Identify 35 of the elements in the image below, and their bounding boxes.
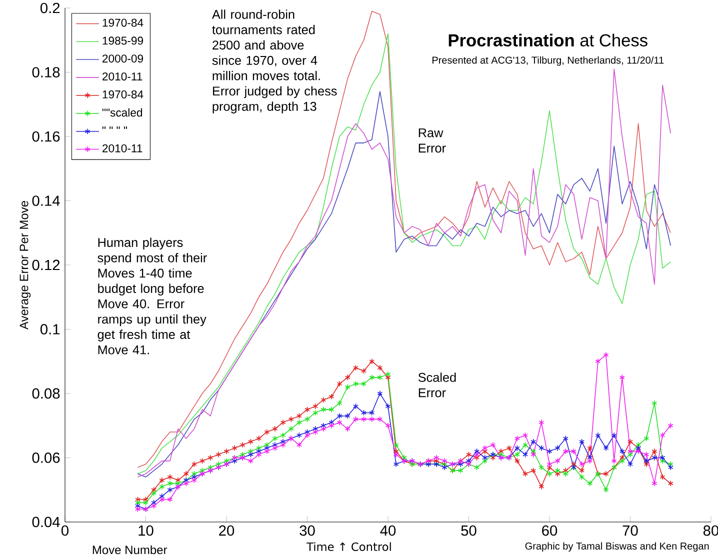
annotation: All round-robin tournaments rated 2500 and above since 1970, over 4 million moves total. Error judged by chess program, depth 13: [212, 10, 337, 114]
legend-label: 1985-99: [102, 36, 144, 45]
text: Procrastination at Chess: [448, 34, 648, 46]
legend-label: 2010-11: [102, 144, 142, 152]
y-tick-label: 0.08: [32, 388, 60, 399]
text: Presented at ACG'13, Tilburg, Netherlands, 11/20/11: [432, 56, 664, 66]
y-axis-title: Average Error Per Move: [20, 200, 31, 330]
annotation: Scaled Error: [418, 372, 456, 398]
annotation: Raw Error: [418, 128, 446, 153]
y-tick-label: 0.12: [32, 260, 60, 270]
legend-label: 1970-84: [102, 90, 144, 98]
y-tick-label: 0.16: [32, 131, 60, 142]
x-tick-label: 50: [461, 525, 476, 536]
legend-label: ""scaled: [102, 108, 142, 117]
x-axis-title: Move Number: [92, 545, 168, 554]
x-tick-label: 30: [300, 525, 315, 536]
annotation: Human players spend most of their Moves 1-40 time budget long before Move 40. Error ramps up until they get fresh time at Move 41.: [98, 238, 207, 354]
legend-label: 1970-84: [102, 18, 144, 27]
y-tick-label: 0.2: [40, 2, 60, 14]
x-tick-label: 60: [542, 525, 558, 536]
text: Graphic by Tamal Biswas and Ken Regan: [525, 542, 709, 552]
x-tick-label: 0: [61, 525, 68, 536]
x-tick-label: 40: [380, 525, 396, 536]
x-tick-label: 10: [138, 525, 154, 536]
text: Time ↑ Control: [306, 542, 391, 552]
legend-label: " " " ": [102, 126, 127, 129]
legend-label: 2010-11: [102, 72, 142, 80]
y-tick-label: 0.04: [32, 516, 60, 528]
y-tick-label: 0.14: [32, 196, 60, 206]
y-tick-label: 0.06: [32, 452, 60, 463]
y-tick-label: 0.18: [32, 67, 60, 78]
x-tick-label: 20: [219, 525, 234, 536]
x-tick-label: 70: [622, 525, 638, 536]
legend-label: 2000-09: [102, 54, 144, 63]
y-tick-label: 0.1: [40, 324, 60, 334]
